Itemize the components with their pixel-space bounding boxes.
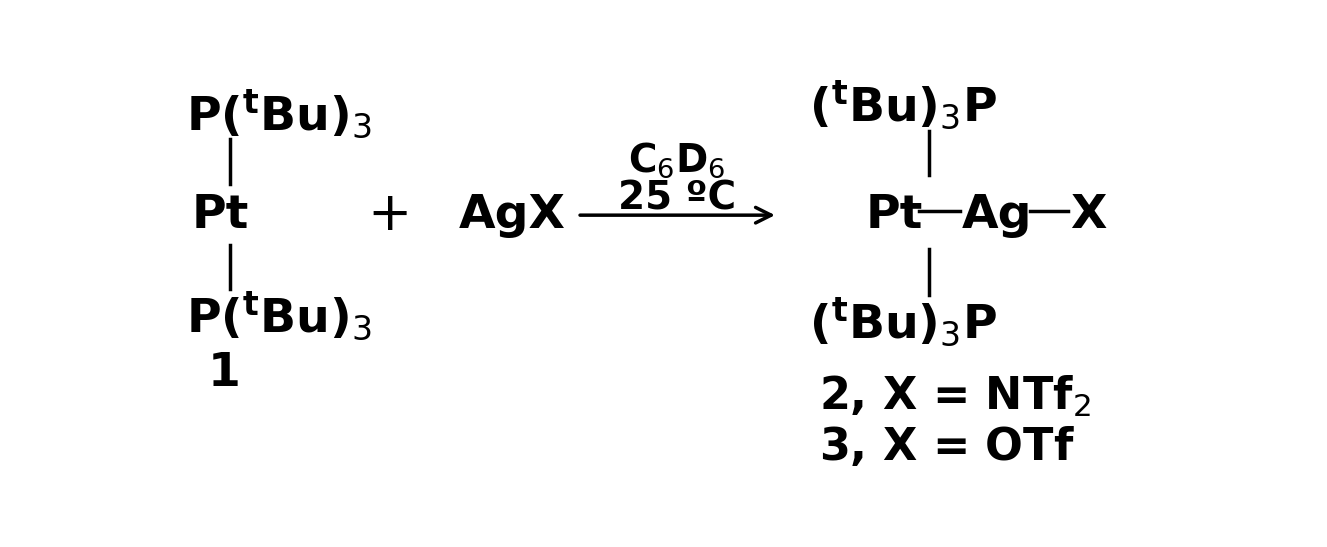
Text: Pt: Pt bbox=[191, 193, 249, 237]
Text: Ag: Ag bbox=[962, 193, 1032, 237]
Text: P($\mathregular{^t}$Bu)$_3$: P($\mathregular{^t}$Bu)$_3$ bbox=[186, 290, 373, 343]
Text: AgX: AgX bbox=[459, 193, 565, 237]
Text: P($\mathregular{^t}$Bu)$_3$: P($\mathregular{^t}$Bu)$_3$ bbox=[186, 88, 373, 141]
Text: $\mathbf{1}$: $\mathbf{1}$ bbox=[207, 351, 239, 395]
Text: ($\mathregular{^t}$Bu)$_3$P: ($\mathregular{^t}$Bu)$_3$P bbox=[808, 79, 997, 132]
Text: ($\mathregular{^t}$Bu)$_3$P: ($\mathregular{^t}$Bu)$_3$P bbox=[808, 296, 997, 349]
Text: $\mathbf{3}$, X = OTf: $\mathbf{3}$, X = OTf bbox=[819, 425, 1075, 469]
Text: X: X bbox=[1070, 193, 1107, 237]
Text: $\mathbf{2}$, X = NTf$_2$: $\mathbf{2}$, X = NTf$_2$ bbox=[819, 374, 1091, 419]
Text: Pt: Pt bbox=[865, 193, 922, 237]
Text: 25 ºC: 25 ºC bbox=[618, 179, 736, 217]
Text: C$_6$D$_6$: C$_6$D$_6$ bbox=[628, 141, 726, 180]
Text: $+$: $+$ bbox=[366, 189, 407, 241]
